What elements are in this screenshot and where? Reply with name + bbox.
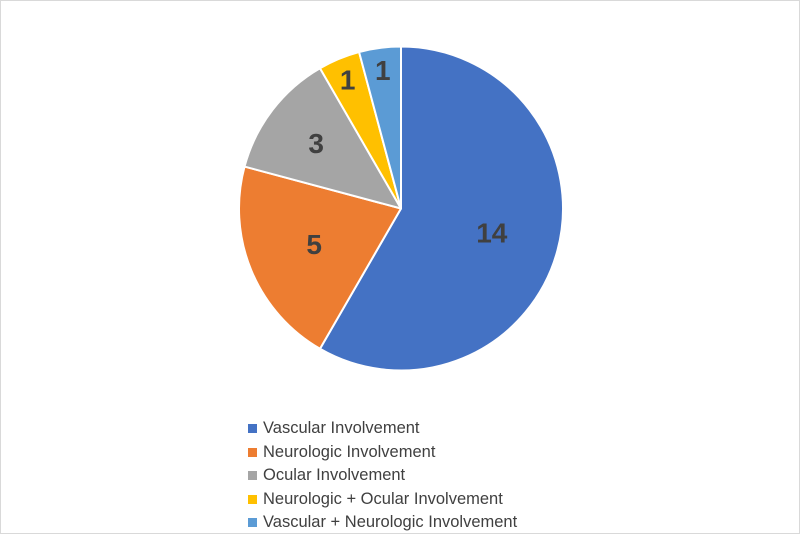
legend-entry-4: Neurologic + Ocular Involvement bbox=[248, 488, 517, 512]
legend-label-1: Vascular Involvement bbox=[263, 419, 420, 438]
pie-slice-3 bbox=[243, 67, 402, 210]
pie-slice-1 bbox=[319, 45, 564, 372]
pie-slice-2 bbox=[237, 165, 402, 350]
legend-entry-2: Neurologic Involvement bbox=[248, 441, 517, 465]
legend-entry-5: Vascular + Neurologic Involvement bbox=[248, 511, 517, 535]
pie-chart: 14 5 3 1 1 bbox=[237, 45, 564, 372]
legend-label-4: Neurologic + Ocular Involvement bbox=[263, 489, 503, 508]
chart-legend: Vascular Involvement Neurologic Involveme… bbox=[248, 417, 517, 535]
legend-label-3: Ocular Involvement bbox=[263, 466, 406, 485]
legend-swatch-3 bbox=[248, 471, 257, 481]
legend-swatch-1 bbox=[248, 424, 257, 434]
legend-label-5: Vascular + Neurologic Involvement bbox=[263, 513, 518, 532]
legend-swatch-2 bbox=[248, 447, 257, 457]
pie-slice-5 bbox=[358, 45, 402, 210]
legend-entry-3: Ocular Involvement bbox=[248, 464, 517, 488]
data-label-4: 1 bbox=[340, 64, 356, 95]
legend-swatch-5 bbox=[248, 518, 257, 528]
data-label-2: 5 bbox=[306, 229, 322, 260]
pie-slices bbox=[237, 45, 564, 372]
legend-label-2: Neurologic Involvement bbox=[263, 442, 436, 461]
legend-swatch-4 bbox=[248, 494, 257, 504]
data-label-5: 1 bbox=[375, 55, 391, 86]
data-label-3: 3 bbox=[308, 128, 324, 159]
pie-data-labels: 14 5 3 1 1 bbox=[306, 55, 507, 260]
legend-entry-1: Vascular Involvement bbox=[248, 417, 517, 441]
data-label-1: 14 bbox=[476, 217, 508, 248]
